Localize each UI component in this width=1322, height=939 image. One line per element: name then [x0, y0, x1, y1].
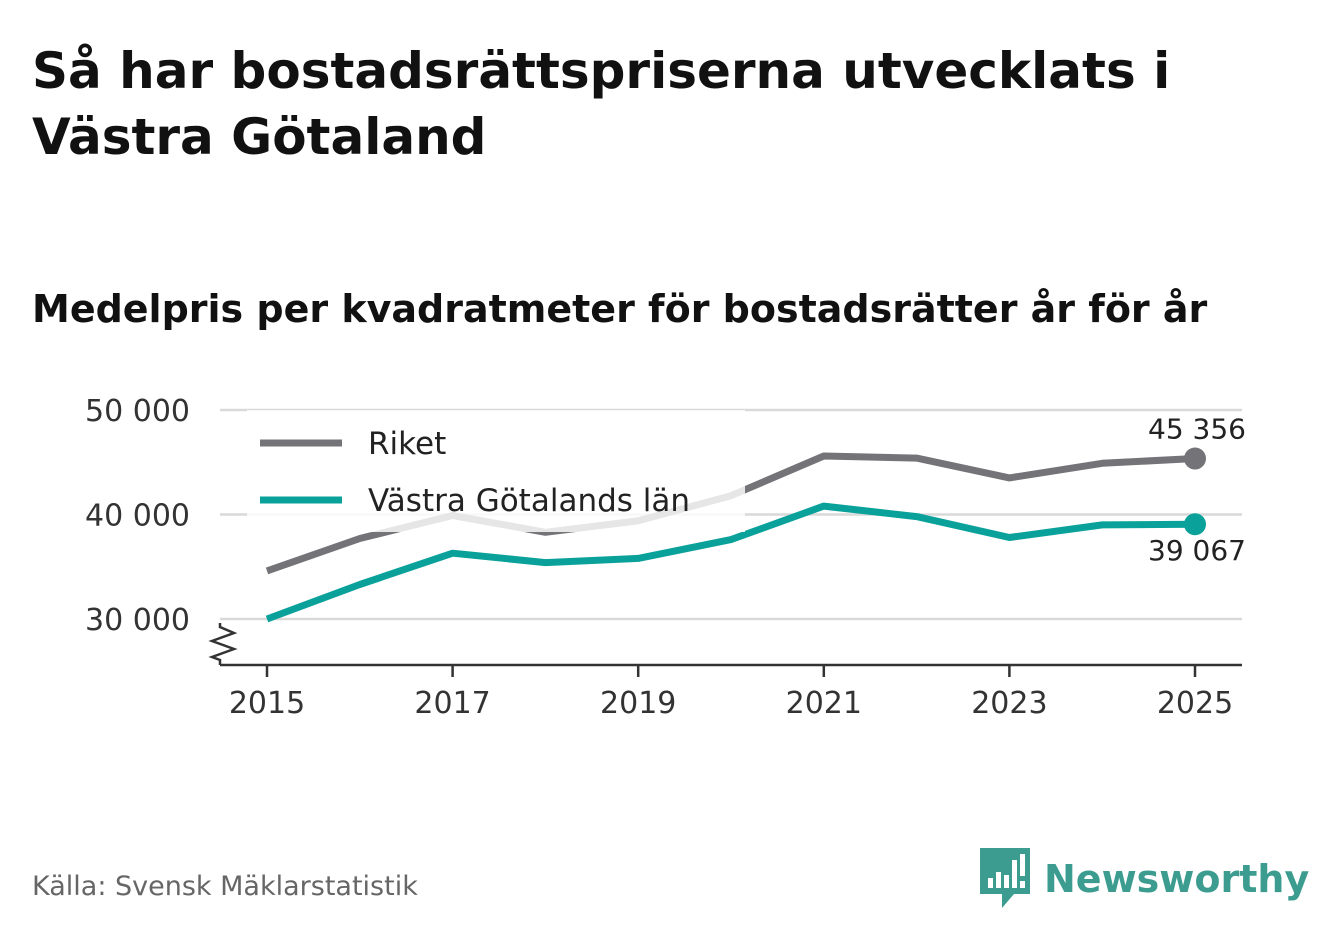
series-end-point — [1184, 447, 1206, 470]
newsworthy-logo-text: Newsworthy — [1044, 857, 1310, 901]
x-tick-label: 2017 — [414, 686, 490, 721]
y-tick-label: 40 000 — [85, 499, 190, 534]
legend-label: Västra Götalands län — [368, 483, 690, 519]
axis-break-icon — [208, 623, 238, 665]
chart-title: Så har bostadsrättspriserna utvecklats i… — [32, 42, 1171, 166]
x-tick-label: 2021 — [786, 686, 862, 721]
x-tick-label: 2023 — [971, 686, 1047, 721]
legend-label: Riket — [368, 426, 446, 462]
x-tick-label: 2019 — [600, 686, 676, 721]
y-tick-label: 30 000 — [85, 603, 190, 638]
x-tick-label: 2015 — [229, 686, 305, 721]
chart-subtitle: Medelpris per kvadratmeter för bostadsrä… — [32, 287, 1208, 331]
legend: Riket Västra Götalands län — [247, 410, 745, 532]
axes: 30 000 40 000 50 000 2015 2017 2019 2021 2023 20… — [85, 394, 1242, 721]
end-labels: 45 356 39 067 — [1148, 413, 1246, 568]
legend-background — [247, 410, 745, 532]
y-tick-label: 50 000 — [85, 394, 190, 429]
source-note: Källa: Svensk Mäklarstatistik — [32, 871, 418, 902]
newsworthy-logo: Newsworthy — [980, 848, 1309, 910]
series-end-point — [1184, 513, 1206, 536]
end-value-label: 39 067 — [1148, 534, 1246, 567]
line-chart: 30 000 40 000 50 000 2015 2017 2019 2021 2023 20… — [85, 394, 1246, 721]
x-tick-label: 2025 — [1157, 686, 1233, 721]
newsworthy-logo-icon — [980, 848, 1030, 908]
series-line-vastra-gotalands-lan — [265, 502, 1196, 623]
end-value-label: 45 356 — [1148, 413, 1246, 446]
